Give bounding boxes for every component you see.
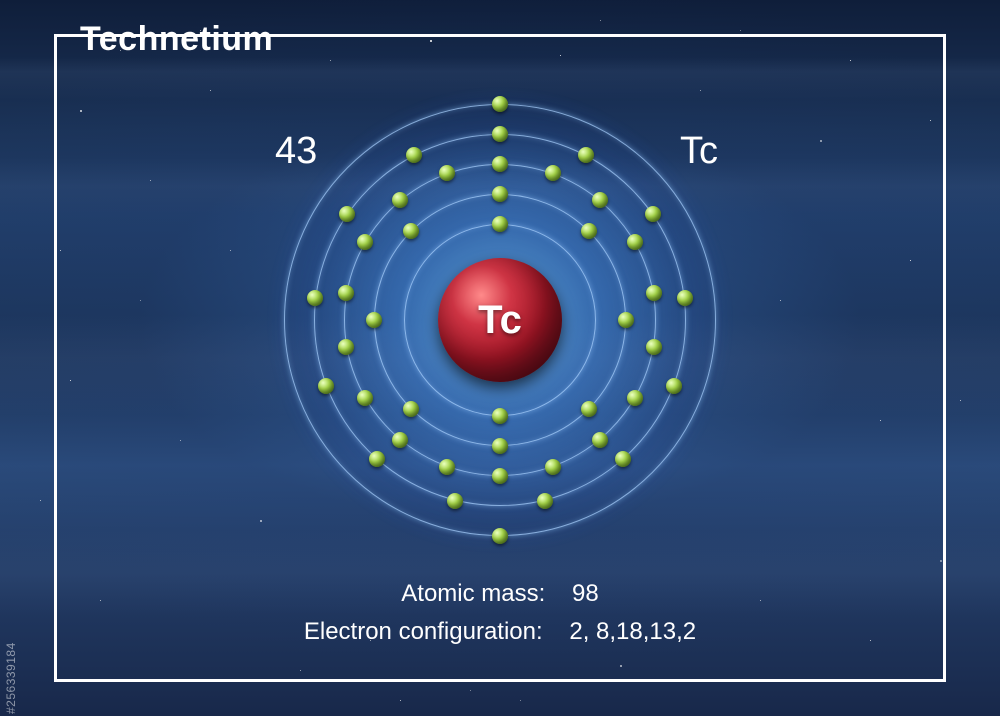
electron: [369, 451, 385, 467]
electron: [492, 468, 508, 484]
electron: [492, 186, 508, 202]
electron: [403, 223, 419, 239]
electron: [627, 390, 643, 406]
electron: [581, 401, 597, 417]
electron: [357, 390, 373, 406]
electron: [338, 339, 354, 355]
electron: [645, 206, 661, 222]
title-wrap: Technetium: [76, 20, 287, 59]
atom-diagram: Tc: [264, 84, 736, 556]
electron: [406, 147, 422, 163]
electron: [537, 493, 553, 509]
electron: [392, 432, 408, 448]
electron: [492, 528, 508, 544]
electron: [492, 438, 508, 454]
atomic-mass-label: Atomic mass:: [401, 580, 545, 607]
atomic-mass-value: 98: [572, 580, 599, 607]
electron: [492, 96, 508, 112]
electron: [338, 285, 354, 301]
electron: [318, 378, 334, 394]
electron: [366, 312, 382, 328]
electron: [615, 451, 631, 467]
element-name: Technetium: [80, 20, 273, 59]
electron: [592, 432, 608, 448]
electron: [439, 165, 455, 181]
electron: [545, 459, 561, 475]
info-block: Atomic mass: 98 Electron configuration: …: [304, 580, 696, 646]
electron: [492, 156, 508, 172]
electron-config-value: 2, 8,18,13,2: [569, 618, 696, 645]
electron-config-line: Electron configuration: 2, 8,18,13,2: [304, 618, 696, 646]
electron: [627, 234, 643, 250]
electron-config-label: Electron configuration:: [304, 618, 543, 645]
electron: [492, 126, 508, 142]
electron: [666, 378, 682, 394]
electron: [339, 206, 355, 222]
electron: [618, 312, 634, 328]
electron: [592, 192, 608, 208]
electron: [492, 408, 508, 424]
electron: [439, 459, 455, 475]
electron: [392, 192, 408, 208]
atomic-mass-line: Atomic mass: 98: [304, 580, 696, 608]
electron: [646, 339, 662, 355]
nucleus-label: Tc: [478, 298, 522, 343]
electron: [492, 216, 508, 232]
watermark: #256339184: [4, 642, 18, 714]
electron: [646, 285, 662, 301]
electron: [545, 165, 561, 181]
electron: [447, 493, 463, 509]
electron: [357, 234, 373, 250]
electron: [403, 401, 419, 417]
electron: [307, 290, 323, 306]
nucleus: Tc: [438, 258, 562, 382]
electron: [578, 147, 594, 163]
electron: [581, 223, 597, 239]
electron: [677, 290, 693, 306]
